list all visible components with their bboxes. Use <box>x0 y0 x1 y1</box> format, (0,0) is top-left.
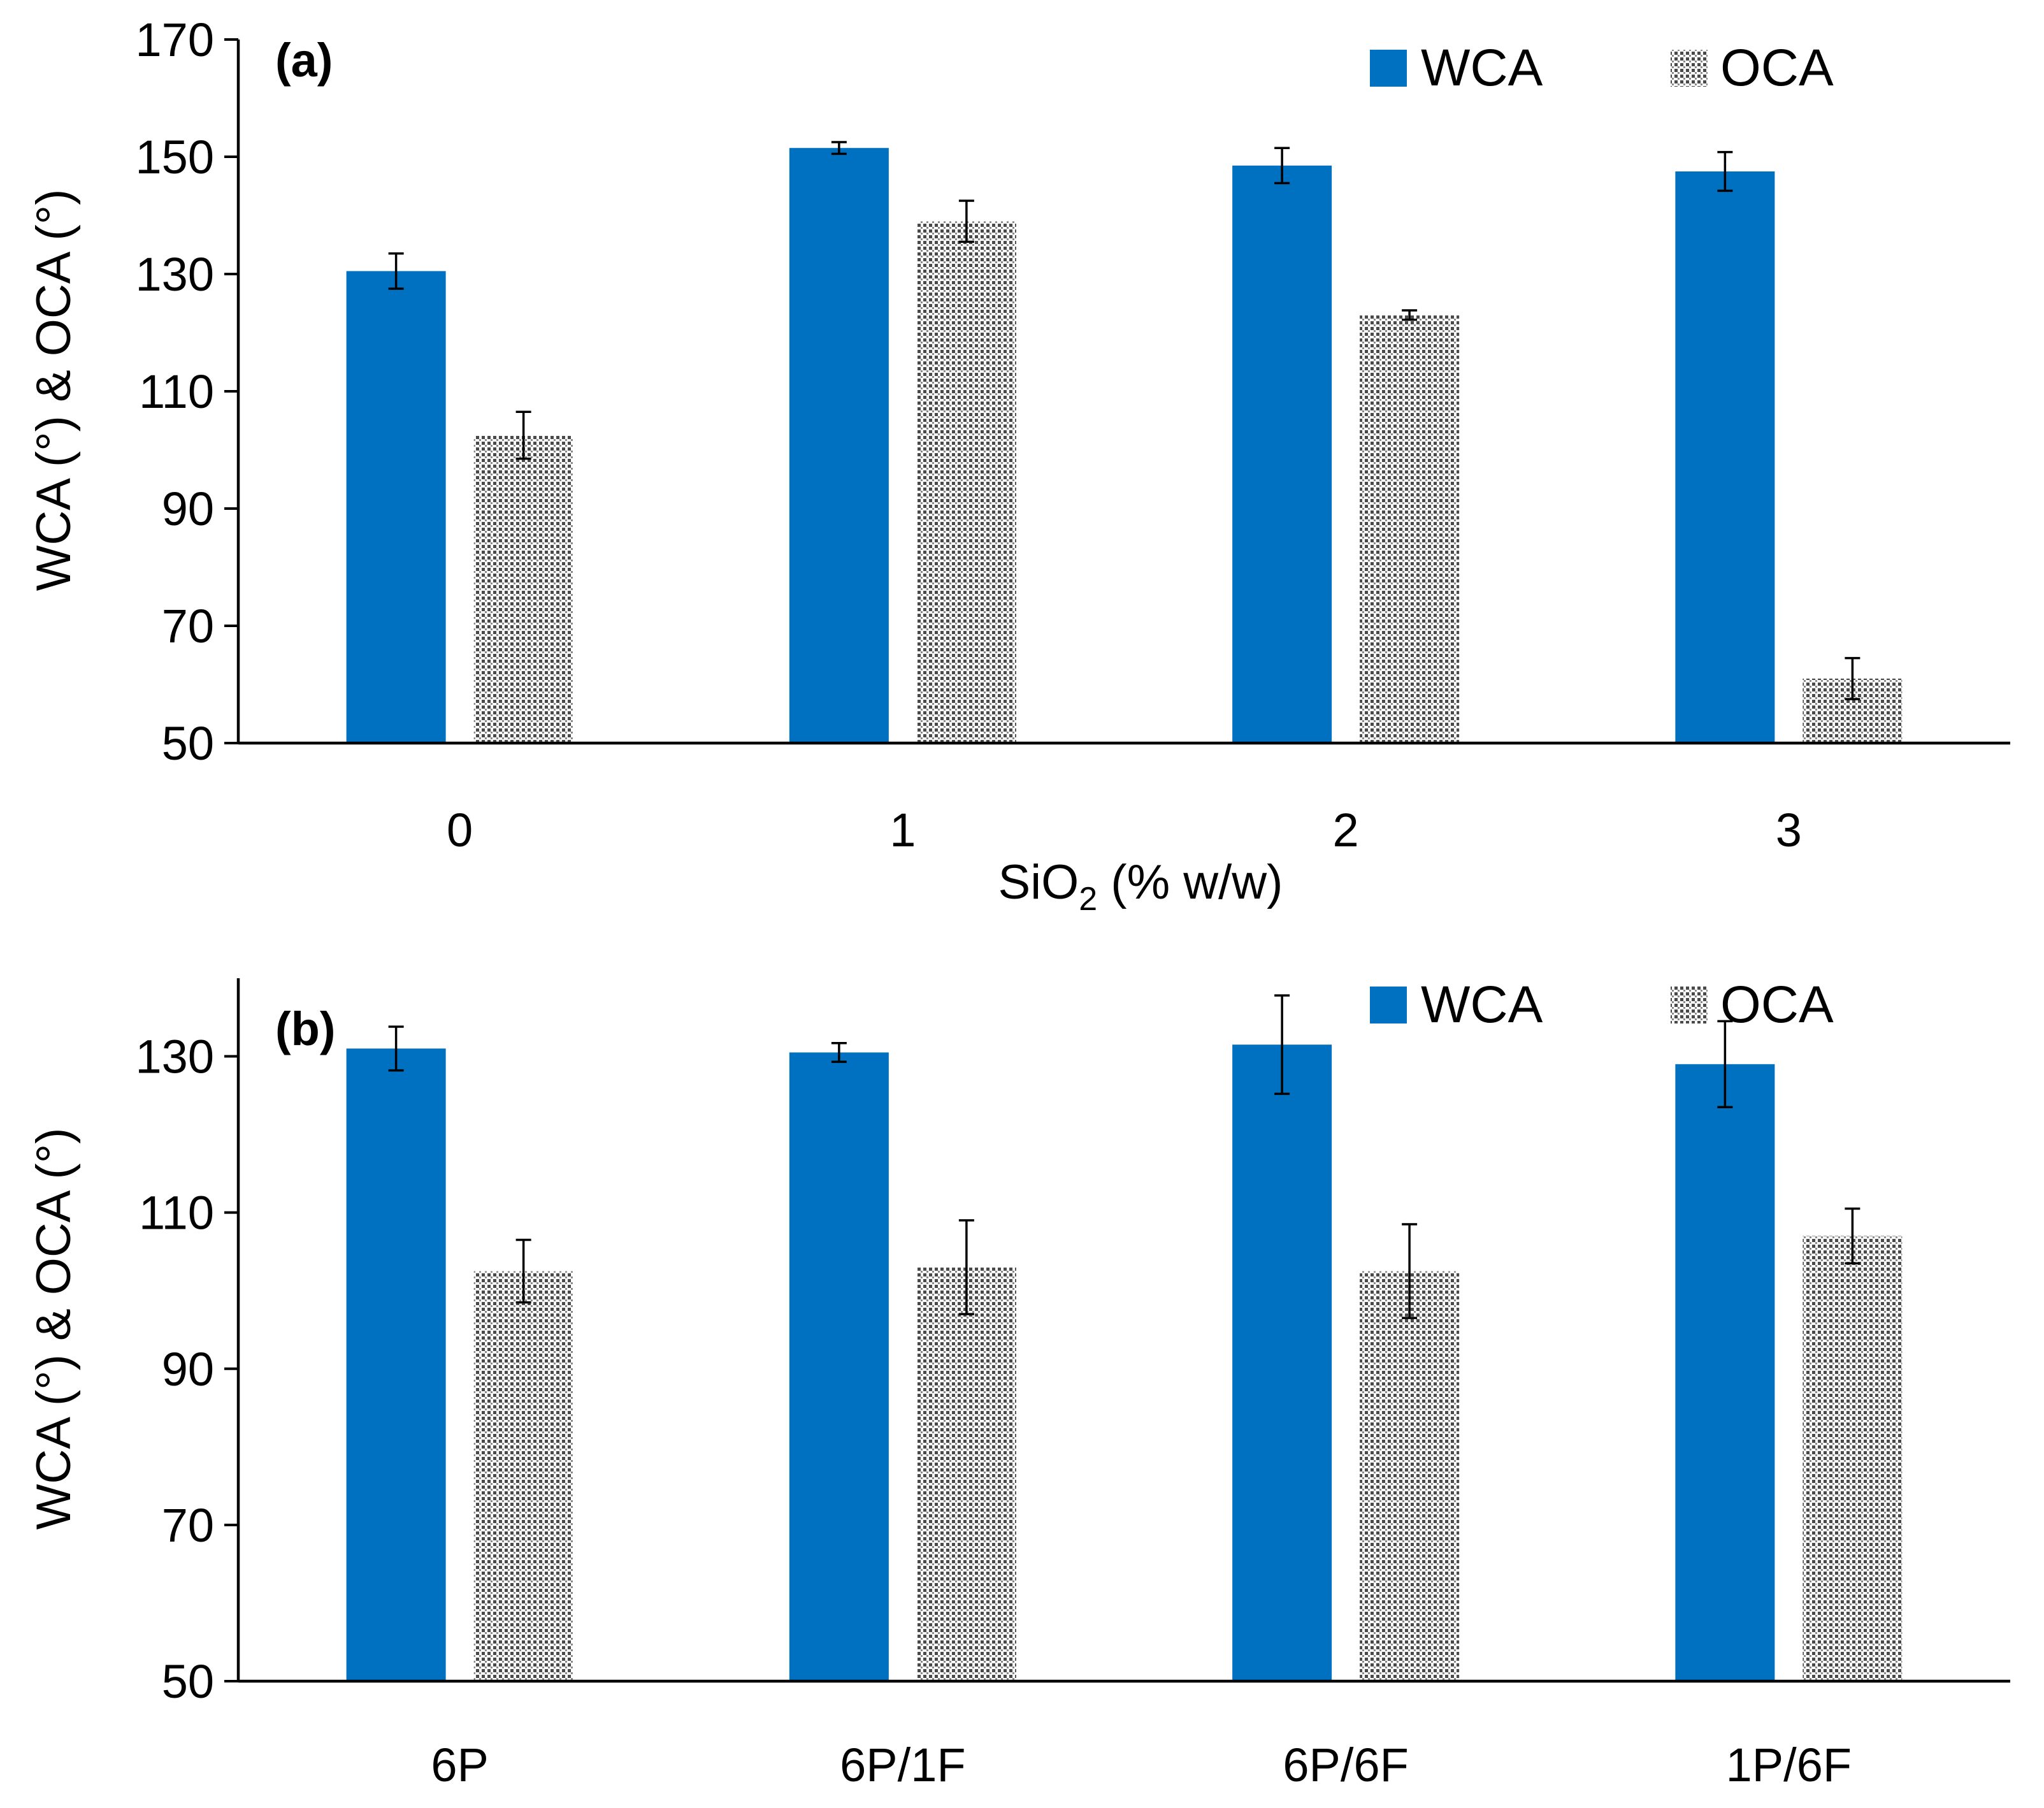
chart-a-bar-oca <box>1360 315 1460 743</box>
chart-b-bar-oca <box>1360 1271 1460 1681</box>
chart-a-x-tick-label: 3 <box>1776 804 1802 857</box>
chart-a-y-tick-label: 50 <box>162 717 214 770</box>
chart-b-errorbar-oca <box>1845 1207 1860 1265</box>
chart-a-legend-wca-label: WCA <box>1421 39 1543 97</box>
chart-b-legend-oca-label: OCA <box>1720 976 1834 1034</box>
chart-a-errorbar-oca <box>1402 309 1418 321</box>
chart-a-panel-label: (a) <box>275 34 333 87</box>
chart-b-x-tick-label: 6P/1F <box>840 1739 965 1791</box>
chart-a-x-axis-title-suffix: (% w/w) <box>1097 855 1283 909</box>
chart-b-y-axis-title: WCA (°) & OCA (°) <box>27 1128 81 1530</box>
chart-b-legend-wca-label: WCA <box>1421 976 1543 1034</box>
chart-a-x-axis-title-base: SiO <box>998 855 1079 909</box>
chart-a-y-tick-label: 110 <box>139 365 214 418</box>
chart-b-y-tick-label: 70 <box>162 1499 214 1552</box>
chart-b-errorbar-wca <box>1274 994 1290 1096</box>
chart-a-errorbar-oca <box>1845 656 1860 700</box>
chart-b-bars <box>346 1045 1903 1681</box>
chart-a-y-tick-label: 150 <box>136 131 214 184</box>
chart-a-errorbars <box>388 141 1860 700</box>
chart-a-legend-wca-swatch <box>1370 50 1407 87</box>
chart-b-bar-wca <box>1232 1045 1332 1681</box>
chart-a-errorbar-oca <box>958 199 974 243</box>
chart-a-legend-oca-label: OCA <box>1720 39 1834 97</box>
chart-a-errorbar-wca <box>1274 147 1290 185</box>
chart-b-panel-label: (b) <box>275 1002 336 1055</box>
chart-a-x-axis-title: SiO2 (% w/w) <box>998 855 1283 918</box>
chart-a-x-tick-label: 0 <box>447 804 473 857</box>
chart-a-bars <box>346 148 1903 743</box>
chart-b-y-tick-label: 90 <box>162 1343 214 1396</box>
chart-b-y-tick-label: 130 <box>136 1031 214 1083</box>
chart-b-bar-wca <box>1675 1064 1775 1681</box>
chart-b-y-tick-label: 110 <box>139 1187 214 1240</box>
chart-a-x-axis-title-subscript: 2 <box>1079 881 1097 918</box>
chart-b-x-tick-label: 6P/6F <box>1283 1739 1408 1791</box>
chart-b-bar-wca <box>789 1052 889 1681</box>
chart-a-x-ticks: 0 1 2 3 <box>447 804 1802 857</box>
chart-a-bar-oca <box>473 435 573 743</box>
chart-b: 50 70 90 110 130 6P 6P/1F 6P/6F 1P/6F (b) WCA O… <box>27 976 2010 1791</box>
chart-a-y-ticks: 50 70 90 110 130 150 170 <box>136 13 238 770</box>
chart-a-bar-oca <box>916 221 1016 743</box>
chart-b-errorbar-wca <box>1717 1020 1733 1108</box>
chart-b-errorbar-wca <box>831 1041 847 1063</box>
chart-a-errorbar-wca <box>831 141 847 155</box>
chart-b-errorbar-oca <box>515 1238 531 1304</box>
chart-a-bar-wca <box>1675 171 1775 743</box>
chart-a-x-tick-label: 1 <box>889 804 916 857</box>
chart-a-y-tick-label: 130 <box>136 248 214 301</box>
chart-b-errorbars <box>388 994 1860 1319</box>
chart-b-x-ticks: 6P 6P/1F 6P/6F 1P/6F <box>431 1739 1852 1791</box>
chart-a-y-tick-label: 90 <box>162 482 214 535</box>
chart-a-y-tick-label: 170 <box>136 13 214 66</box>
chart-b-bar-wca <box>346 1048 446 1681</box>
chart-b-legend-oca-swatch <box>1671 987 1708 1023</box>
chart-a-errorbar-wca <box>388 252 404 290</box>
chart-a-legend-oca-swatch <box>1671 50 1708 87</box>
chart-b-errorbar-oca <box>1402 1223 1418 1319</box>
chart-a-y-axis-title: WCA (°) & OCA (°) <box>27 189 81 591</box>
chart-a-y-tick-label: 70 <box>162 600 214 653</box>
chart-b-bar-oca <box>473 1271 573 1681</box>
chart-b-bar-oca <box>1803 1236 1903 1681</box>
chart-a-bar-wca <box>346 271 446 743</box>
chart-b-errorbar-wca <box>388 1025 404 1072</box>
chart-b-y-ticks: 50 70 90 110 130 <box>136 1031 238 1708</box>
chart-b-y-tick-label: 50 <box>162 1655 214 1708</box>
chart-a-bar-wca <box>789 148 889 743</box>
chart-b-errorbar-oca <box>958 1219 974 1315</box>
chart-b-legend-wca-swatch <box>1370 987 1407 1023</box>
chart-b-x-tick-label: 6P <box>431 1739 489 1791</box>
chart-a-x-tick-label: 2 <box>1333 804 1359 857</box>
chart-b-x-tick-label: 1P/6F <box>1726 1739 1852 1791</box>
chart-a-bar-wca <box>1232 165 1332 743</box>
chart-a-errorbar-oca <box>515 410 531 460</box>
chart-b-bar-oca <box>916 1267 1016 1681</box>
chart-a-errorbar-wca <box>1717 150 1733 192</box>
